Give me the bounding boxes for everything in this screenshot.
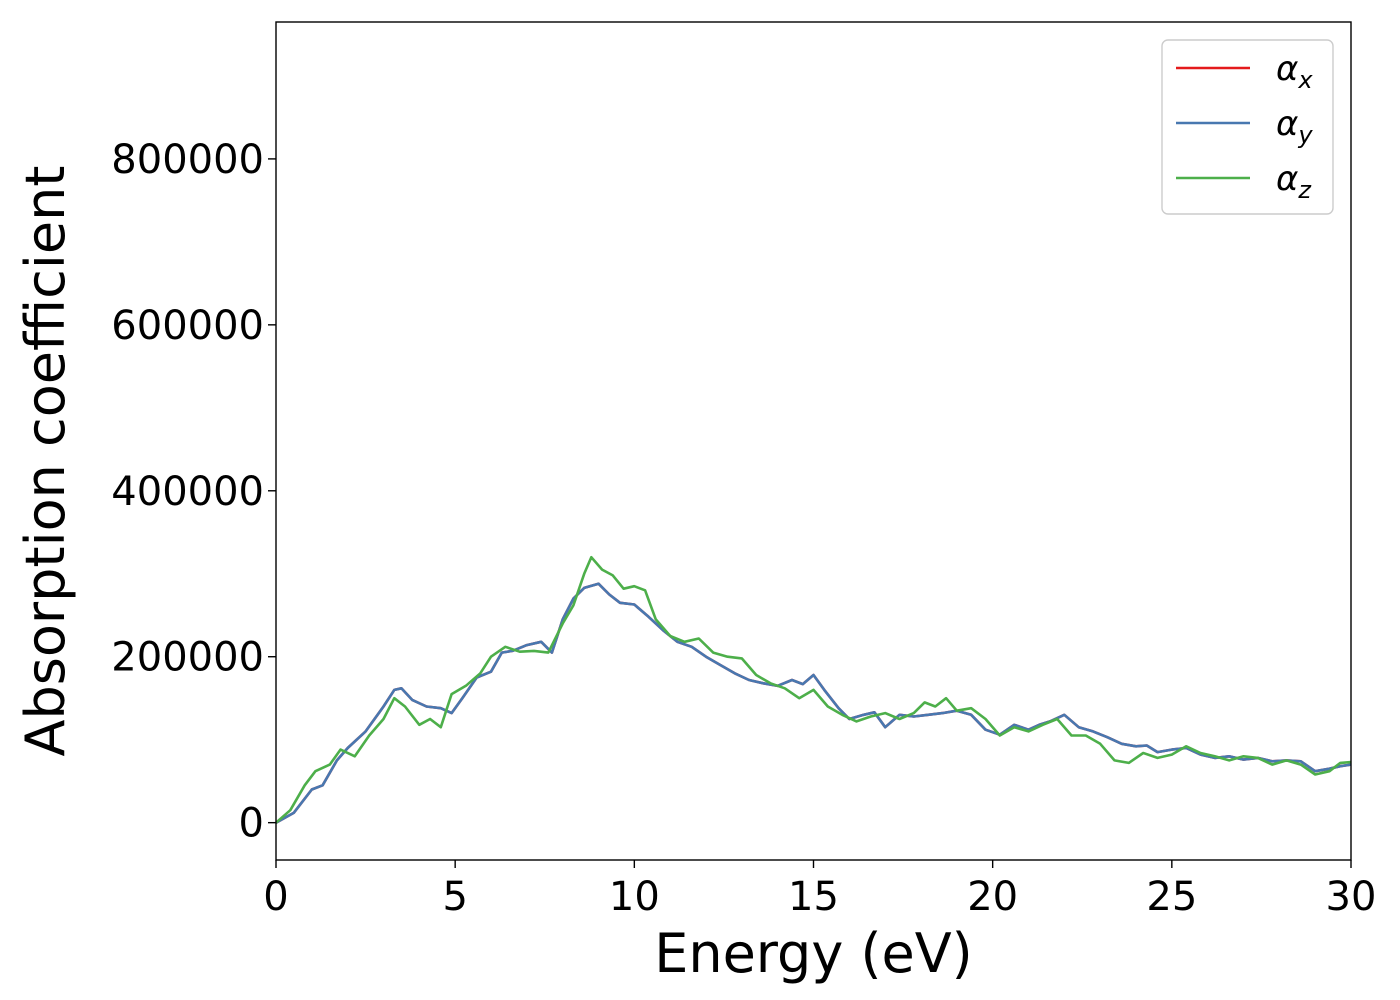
y-tick-label: 800000 xyxy=(111,137,264,183)
x-tick-label: 20 xyxy=(967,874,1018,920)
legend-label-x: αx xyxy=(1276,49,1313,94)
legend-label-z: αz xyxy=(1276,159,1312,204)
y-tick-label: 400000 xyxy=(111,469,264,515)
y-tick-label: 0 xyxy=(239,801,264,847)
y-axis-title: Absorption coefficient xyxy=(14,166,77,757)
y-tick-label: 600000 xyxy=(111,303,264,349)
x-tick-label: 25 xyxy=(1146,874,1197,920)
legend-label-y: αy xyxy=(1276,104,1313,149)
x-tick-label: 0 xyxy=(263,874,288,920)
x-tick-label: 15 xyxy=(788,874,839,920)
y-tick-label: 200000 xyxy=(111,635,264,681)
series-line-z xyxy=(275,555,1352,824)
x-tick-label: 30 xyxy=(1326,874,1377,920)
x-tick-label: 5 xyxy=(442,874,467,920)
legend: αx αy αz xyxy=(1161,39,1334,215)
axis-ticks: 0 5 10 15 20 25 30 0 200000 400000 600000 800000 xyxy=(111,137,1376,920)
x-tick-label: 10 xyxy=(609,874,660,920)
series-lines xyxy=(275,555,1352,824)
legend-box xyxy=(1161,39,1334,215)
series-line-x xyxy=(275,582,1352,824)
series-line-y xyxy=(275,582,1352,824)
x-axis-title: Energy (eV) xyxy=(654,922,973,985)
